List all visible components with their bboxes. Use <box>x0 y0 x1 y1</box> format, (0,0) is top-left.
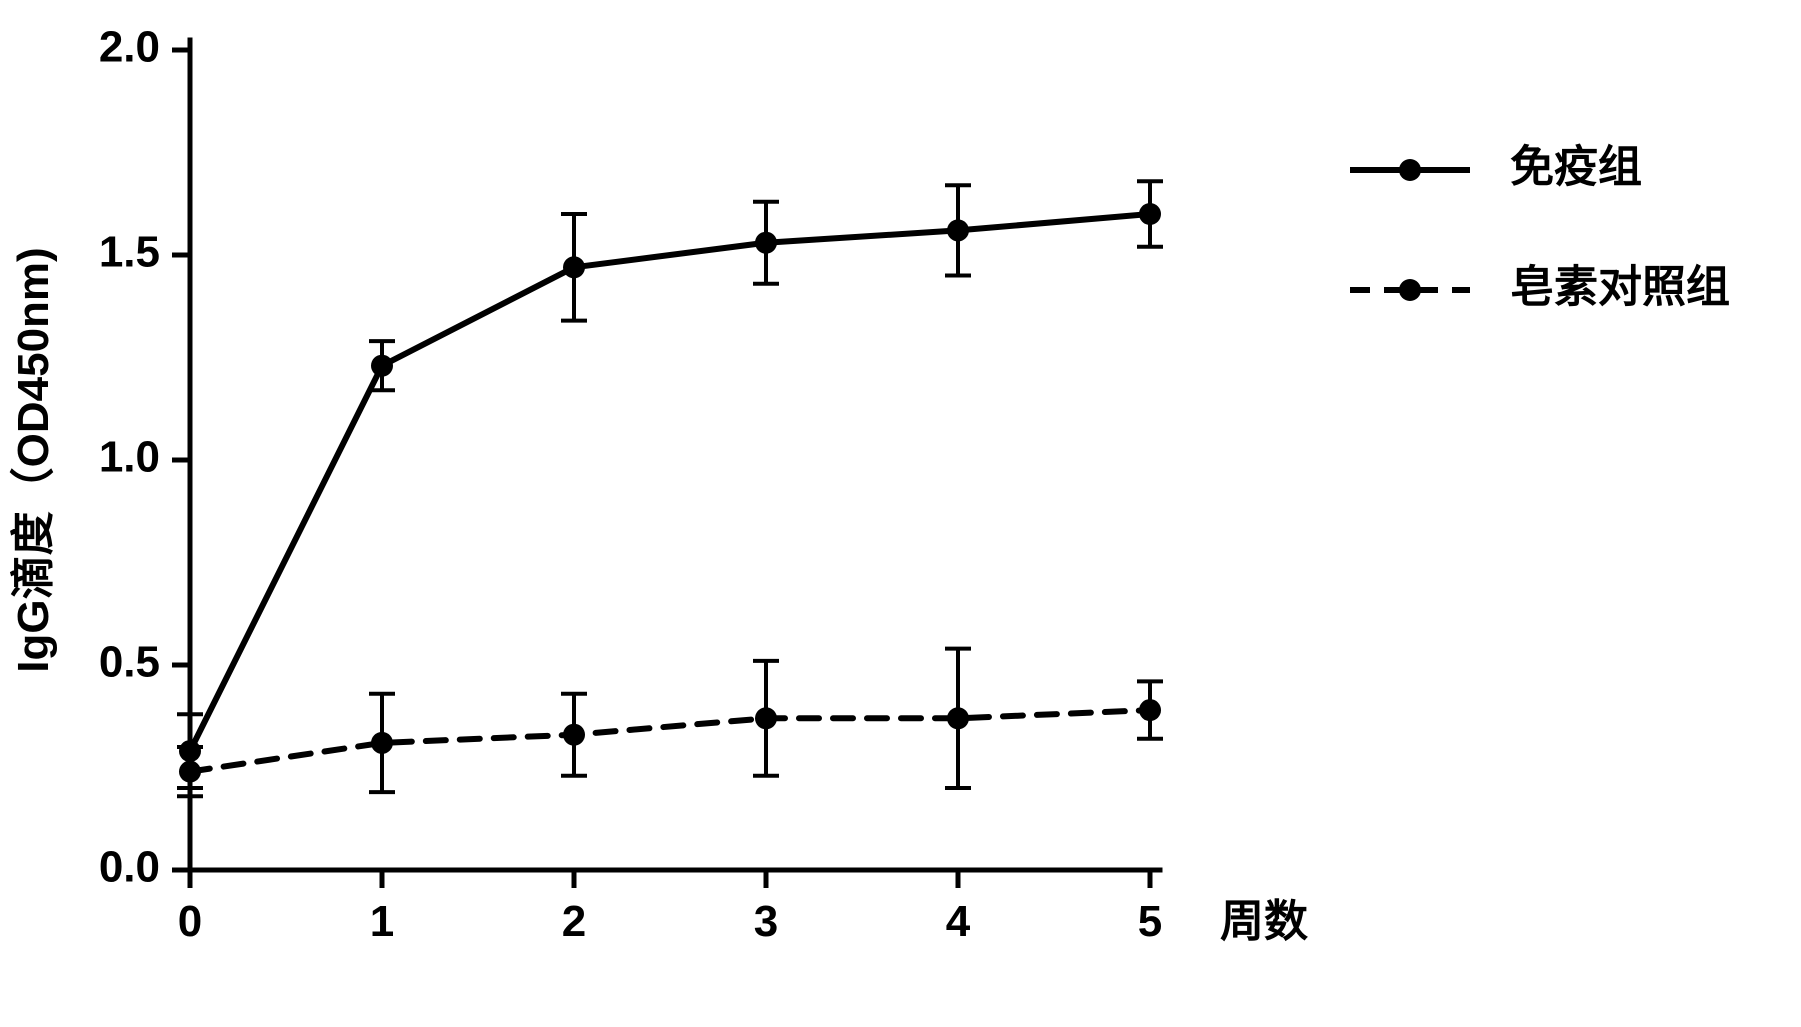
x-axis-label: 周数 <box>1220 897 1308 946</box>
series-marker <box>371 732 393 754</box>
x-tick-label: 3 <box>754 897 778 946</box>
x-tick-label: 5 <box>1138 897 1162 946</box>
series-marker <box>179 761 201 783</box>
legend-marker <box>1399 279 1421 301</box>
series-marker <box>947 219 969 241</box>
series-marker <box>1139 203 1161 225</box>
y-tick-label: 0.0 <box>99 843 160 892</box>
y-tick-label: 1.0 <box>99 433 160 482</box>
legend-marker <box>1399 159 1421 181</box>
series-marker <box>755 232 777 254</box>
chart-container: 0.0 0.5 1.0 1.5 2.0 0 1 2 3 4 5 IgG滴度（OD450nm) 周数 免疫组… <box>0 0 1801 1027</box>
y-tick-label: 2.0 <box>99 23 160 72</box>
series-marker <box>371 355 393 377</box>
y-axis-label: IgG滴度（OD450nm) <box>9 247 58 672</box>
series-marker <box>755 707 777 729</box>
x-tick-label: 1 <box>370 897 394 946</box>
series-marker <box>1139 699 1161 721</box>
series-marker <box>947 707 969 729</box>
line-chart: 0.0 0.5 1.0 1.5 2.0 0 1 2 3 4 5 IgG滴度（OD450nm) 周数 免疫组… <box>0 0 1801 1027</box>
y-tick-label: 1.5 <box>99 228 160 277</box>
legend-label: 免疫组 <box>1510 143 1642 192</box>
y-tick-label: 0.5 <box>99 638 160 687</box>
x-tick-label: 4 <box>946 897 971 946</box>
x-tick-label: 2 <box>562 897 586 946</box>
series-marker <box>563 724 585 746</box>
series-marker <box>563 256 585 278</box>
legend-label: 皂素对照组 <box>1510 263 1730 312</box>
x-tick-label: 0 <box>178 897 202 946</box>
